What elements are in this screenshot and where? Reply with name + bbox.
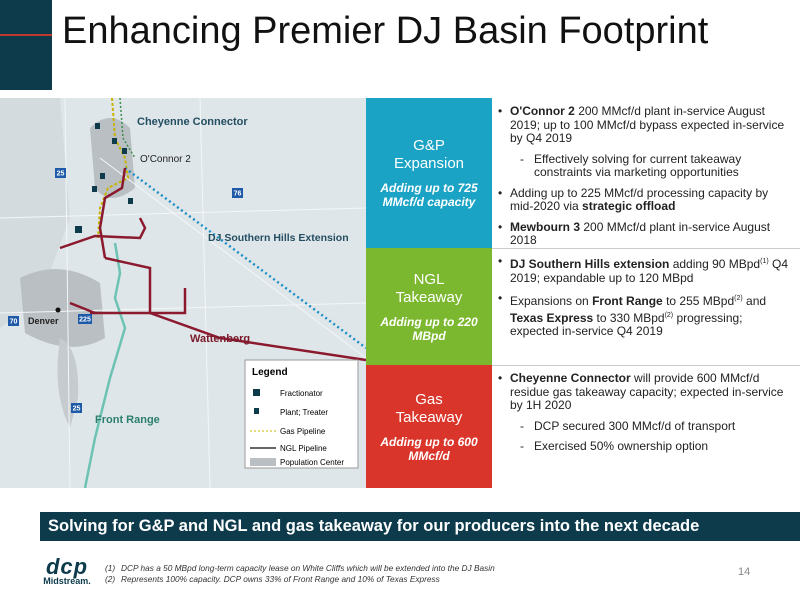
- map-label: Denver: [28, 316, 59, 326]
- legend-item: Plant; Treater: [280, 408, 328, 417]
- bullet: DCP secured 300 MMcf/d of transport: [492, 418, 792, 434]
- bullet-text: Exercised 50% ownership option: [534, 439, 709, 453]
- ngl-pipelines: [59, 167, 366, 362]
- title-accent-line: [0, 34, 52, 36]
- footnote-text: Represents 100% capacity. DCP owns 33% o…: [121, 574, 440, 584]
- front-range-pipeline: [83, 242, 127, 488]
- logo-tagline: Midstream.: [43, 576, 91, 586]
- section-text: DJ Southern Hills extension adding 90 MB…: [492, 255, 792, 346]
- legend-title: Legend: [252, 367, 288, 378]
- bullet: DJ Southern Hills extension adding 90 MB…: [492, 255, 792, 285]
- legend-swatch: [250, 458, 276, 466]
- gas-pipeline: [119, 98, 136, 159]
- slide-title: Enhancing Premier DJ Basin Footprint: [62, 10, 709, 52]
- section-subtitle: Adding up to 725 MMcf/d capacity: [380, 181, 478, 209]
- legend-item: NGL Pipeline: [280, 444, 327, 453]
- bullet-text: Q4 2019; expandable up to 120 MBpd: [510, 257, 789, 285]
- bullet-text: progressing; expected in-service Q4 2019: [510, 310, 743, 338]
- bullet-text: to 330 MBpd: [593, 310, 665, 325]
- section-subtitle: Adding up to 220 MBpd: [380, 314, 478, 343]
- bullet: Effectively solving for current takeaway…: [492, 151, 792, 180]
- bullet-text: Adding up to 225 MMcf/d processing capac…: [510, 185, 769, 213]
- page-number: 14: [738, 566, 751, 578]
- legend: Legend Fractionator Plant; Treater Gas P…: [244, 359, 359, 469]
- section-title: NGL Takeaway: [395, 270, 463, 306]
- section-title: G&P Expansion: [393, 137, 465, 172]
- section-text: O'Connor 2 200 MMcf/d plant in-service A…: [492, 104, 792, 255]
- bullet: Cheyenne Connector will provide 600 MMcf…: [492, 371, 792, 413]
- bullet-text: strategic offload: [582, 199, 676, 213]
- map: Cheyenne Connector O'Connor 2 DJ Souther…: [0, 98, 366, 488]
- banner: Solving for G&P and NGL and gas takeaway…: [40, 512, 800, 541]
- section-box: NGL Takeaway Adding up to 220 MBpd: [366, 248, 492, 365]
- bullet-text: will provide 600 MMcf/d residue gas take…: [510, 371, 784, 412]
- roads: [0, 98, 366, 488]
- route-shields: 25 76 70 225 25: [8, 168, 243, 413]
- bullet-text: Cheyenne Connector: [510, 371, 631, 385]
- footnote-marker: (1): [105, 563, 116, 573]
- section-box: Gas Takeaway Adding up to 600 MMcf/d: [366, 365, 492, 488]
- footnote-marker: (2): [105, 574, 116, 584]
- legend-item: Fractionator: [280, 389, 323, 398]
- terrain: [0, 98, 70, 328]
- section-text: Cheyenne Connector will provide 600 MMcf…: [492, 371, 792, 461]
- map-label: Cheyenne Connector: [137, 116, 248, 128]
- bullet-text: Front Range: [592, 294, 663, 308]
- superscript: (2): [734, 295, 743, 302]
- legend-item: Gas Pipeline: [280, 427, 326, 436]
- bullet-text: Expansions on: [510, 294, 593, 308]
- bullet: Adding up to 225 MMcf/d processing capac…: [492, 185, 792, 214]
- footnotes: (1) DCP has a 50 MBpd long-term capacity …: [105, 563, 495, 585]
- footnote: (2) Represents 100% capacity. DCP owns 33…: [105, 574, 495, 585]
- bullet-text: 200 MMcf/d plant in-service August 2019;…: [510, 104, 785, 145]
- separator: [492, 248, 800, 249]
- map-label: O'Connor 2: [140, 154, 191, 165]
- bullet-list: DJ Southern Hills extension adding 90 MB…: [492, 255, 792, 339]
- logo-name: dcp: [45, 554, 89, 579]
- bullet-text: Texas Express: [510, 310, 594, 325]
- shield-label: 70: [10, 319, 18, 326]
- bullet-text: to 255 MBpd: [662, 294, 735, 308]
- denver-marker: [55, 307, 61, 313]
- population-center: [20, 269, 105, 347]
- map-label: DJ Southern Hills Extension: [208, 232, 349, 244]
- logo: dcp Midstream.: [38, 554, 96, 587]
- bullet: Mewbourn 3 200 MMcf/d plant in-service A…: [492, 219, 792, 248]
- separator: [492, 365, 800, 366]
- footnote-text: DCP has a 50 MBpd long-term capacity lea…: [121, 563, 495, 573]
- legend-icon: [254, 408, 259, 414]
- bullet-text: DJ Southern Hills extension: [510, 257, 670, 271]
- legend-icon: [253, 389, 260, 396]
- shield-label: 76: [234, 191, 242, 198]
- bullet-text: 200 MMcf/d plant in-service August 2018: [510, 219, 771, 247]
- shield-label: 25: [73, 406, 81, 413]
- bullet: Exercised 50% ownership option: [492, 439, 792, 454]
- title-accent: [0, 0, 52, 90]
- footnote: (1) DCP has a 50 MBpd long-term capacity …: [105, 563, 495, 574]
- plant-markers: [75, 123, 133, 233]
- bullet-text: Effectively solving for current takeaway…: [534, 151, 742, 179]
- bullet-text: Mewbourn 3: [510, 219, 581, 234]
- superscript: (1): [760, 258, 769, 265]
- map-label: Wattenberg: [190, 333, 250, 345]
- section-title: Gas Takeaway: [395, 390, 463, 426]
- bullet-list: Cheyenne Connector will provide 600 MMcf…: [492, 371, 792, 454]
- bullet: O'Connor 2 200 MMcf/d plant in-service A…: [492, 104, 792, 146]
- bullet-text: DCP secured 300 MMcf/d of transport: [534, 418, 736, 433]
- bullet: Expansions on Front Range to 255 MBpd(2)…: [492, 292, 792, 339]
- superscript: (2): [664, 311, 674, 319]
- bullet-text: and: [742, 294, 767, 308]
- bullet-text: adding 90 MBpd: [669, 257, 761, 271]
- shield-label: 25: [57, 171, 65, 178]
- map-label: Front Range: [95, 414, 160, 426]
- legend-item: Population Center: [280, 458, 344, 467]
- section-subtitle: Adding up to 600 MMcf/d: [380, 434, 478, 463]
- southern-hills-pipeline: [124, 166, 366, 350]
- legend-box: [244, 359, 359, 469]
- bullet-text: O'Connor 2: [510, 104, 575, 118]
- section-box: G&P Expansion Adding up to 725 MMcf/d cap…: [366, 98, 492, 248]
- shield-label: 225: [79, 317, 91, 324]
- bullet-list: O'Connor 2 200 MMcf/d plant in-service A…: [492, 104, 792, 248]
